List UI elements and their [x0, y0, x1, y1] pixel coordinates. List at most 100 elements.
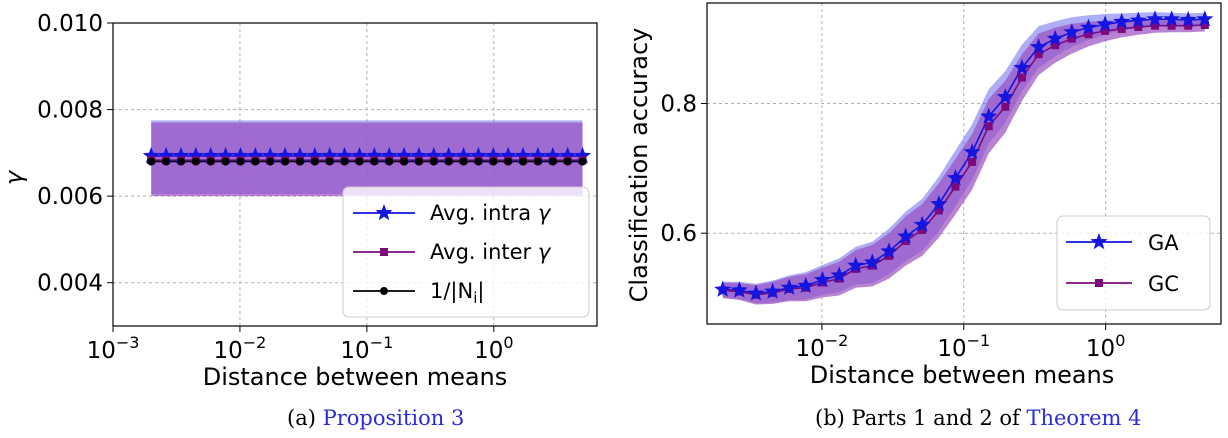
- marker-a-2: [176, 157, 185, 166]
- marker-b-1: [901, 236, 910, 245]
- legend-marker-a-1: [380, 248, 388, 256]
- marker-a-0: [231, 146, 249, 164]
- marker-a-2: [429, 157, 438, 166]
- marker-a-0: [306, 146, 324, 164]
- marker-b-0: [747, 284, 765, 301]
- b-y-tick-label: 0.8: [660, 92, 697, 118]
- marker-b-1: [1134, 22, 1143, 31]
- marker-a-2: [400, 157, 409, 166]
- caption-link-theorem[interactable]: Theorem 4: [1026, 406, 1141, 430]
- marker-b-1: [1184, 21, 1193, 30]
- marker-a-2: [504, 157, 513, 166]
- marker-b-1: [1167, 21, 1176, 30]
- marker-a-0: [321, 146, 339, 164]
- a-x-tick-label: 100: [474, 333, 513, 364]
- marker-a-0: [276, 146, 294, 164]
- marker-b-0: [1046, 29, 1064, 46]
- legend-b: GA GC: [1056, 215, 1211, 311]
- a-y-tick-label: 0.006: [37, 184, 103, 210]
- marker-a-2: [191, 157, 200, 166]
- a-x-tick-label: 10−3: [87, 333, 140, 364]
- marker-a-0: [350, 146, 368, 164]
- plot-frame-a: [112, 22, 598, 327]
- marker-a-2: [370, 157, 379, 166]
- marker-b-1: [1101, 26, 1110, 35]
- marker-b-0: [1096, 15, 1114, 32]
- tick-labels-a: 10−3 10−2 10−1 100 0.004 0.006 0.008 0.010: [37, 11, 513, 364]
- marker-a-2: [310, 157, 319, 166]
- marker-b-0: [730, 281, 748, 298]
- marker-b-0: [963, 143, 981, 160]
- caption-link-proposition[interactable]: Proposition 3: [323, 406, 465, 430]
- marker-a-0: [499, 146, 517, 164]
- marker-b-0: [1129, 11, 1147, 28]
- marker-a-2: [236, 157, 245, 166]
- marker-b-1: [1017, 73, 1026, 82]
- marker-b-0: [1146, 10, 1164, 27]
- marker-a-0: [425, 146, 443, 164]
- marker-a-0: [261, 146, 279, 164]
- marker-b-0: [1179, 10, 1197, 28]
- marker-a-2: [444, 157, 453, 166]
- marker-a-2: [251, 157, 260, 166]
- marker-b-0: [714, 280, 732, 297]
- marker-a-2: [533, 157, 542, 166]
- legend-entry-inter-gamma: Avg. inter γ: [430, 240, 552, 264]
- marker-a-2: [459, 157, 468, 166]
- series-markers-a: [142, 146, 592, 166]
- marker-a-2: [548, 157, 557, 166]
- legend-items-b: GA GC: [1066, 231, 1179, 296]
- marker-a-0: [529, 146, 547, 164]
- marker-a-2: [414, 157, 423, 166]
- band-a-1: [151, 122, 583, 197]
- marker-b-1: [918, 225, 927, 234]
- legend-marker-b-0: [1090, 233, 1108, 250]
- marker-a-2: [563, 157, 572, 166]
- marker-a-0: [202, 146, 220, 164]
- series-markers-b: [714, 10, 1214, 301]
- marker-b-0: [1013, 58, 1031, 76]
- marker-b-1: [968, 157, 977, 166]
- marker-b-0: [830, 266, 848, 283]
- marker-a-0: [410, 146, 428, 164]
- marker-a-2: [519, 157, 528, 166]
- a-x-tick-label: 10−2: [213, 333, 266, 364]
- marker-a-2: [325, 157, 334, 166]
- marker-b-0: [930, 195, 948, 212]
- marker-a-2: [206, 157, 215, 166]
- marker-b-0: [1163, 10, 1181, 27]
- y-axis-label-a: γ: [0, 169, 28, 185]
- marker-b-0: [996, 88, 1014, 105]
- marker-a-0: [395, 146, 413, 164]
- x-axis-label-b: Distance between means: [810, 361, 1115, 389]
- marker-b-0: [980, 107, 998, 124]
- marker-b-0: [946, 169, 964, 186]
- marker-b-1: [951, 182, 960, 191]
- b-x-tick-label: 10−1: [937, 331, 990, 362]
- marker-b-1: [1117, 24, 1126, 33]
- legend-marker-b-1: [1095, 279, 1103, 287]
- marker-b-0: [913, 215, 931, 233]
- marker-a-0: [440, 146, 458, 164]
- marker-a-2: [281, 157, 290, 166]
- marker-a-2: [578, 157, 587, 166]
- marker-b-1: [984, 122, 993, 131]
- marker-a-0: [484, 146, 502, 164]
- marker-a-0: [455, 146, 473, 164]
- bands-b: [722, 12, 1205, 305]
- marker-b-1: [1200, 21, 1209, 30]
- marker-a-2: [355, 157, 364, 166]
- marker-b-0: [797, 276, 815, 293]
- marker-b-0: [847, 256, 865, 273]
- b-x-tick-label: 100: [1086, 331, 1125, 362]
- marker-b-0: [813, 270, 831, 288]
- marker-a-2: [221, 157, 230, 166]
- x-axis-label-a: Distance between means: [203, 363, 508, 391]
- band-b-1: [722, 18, 1205, 305]
- caption-b: (b) Parts 1 and 2 of Theorem 4: [815, 406, 1142, 430]
- legend-box-b: [1056, 215, 1211, 311]
- b-x-tick-label: 10−2: [795, 331, 848, 362]
- bands-a: [151, 120, 583, 197]
- marker-a-2: [266, 157, 275, 166]
